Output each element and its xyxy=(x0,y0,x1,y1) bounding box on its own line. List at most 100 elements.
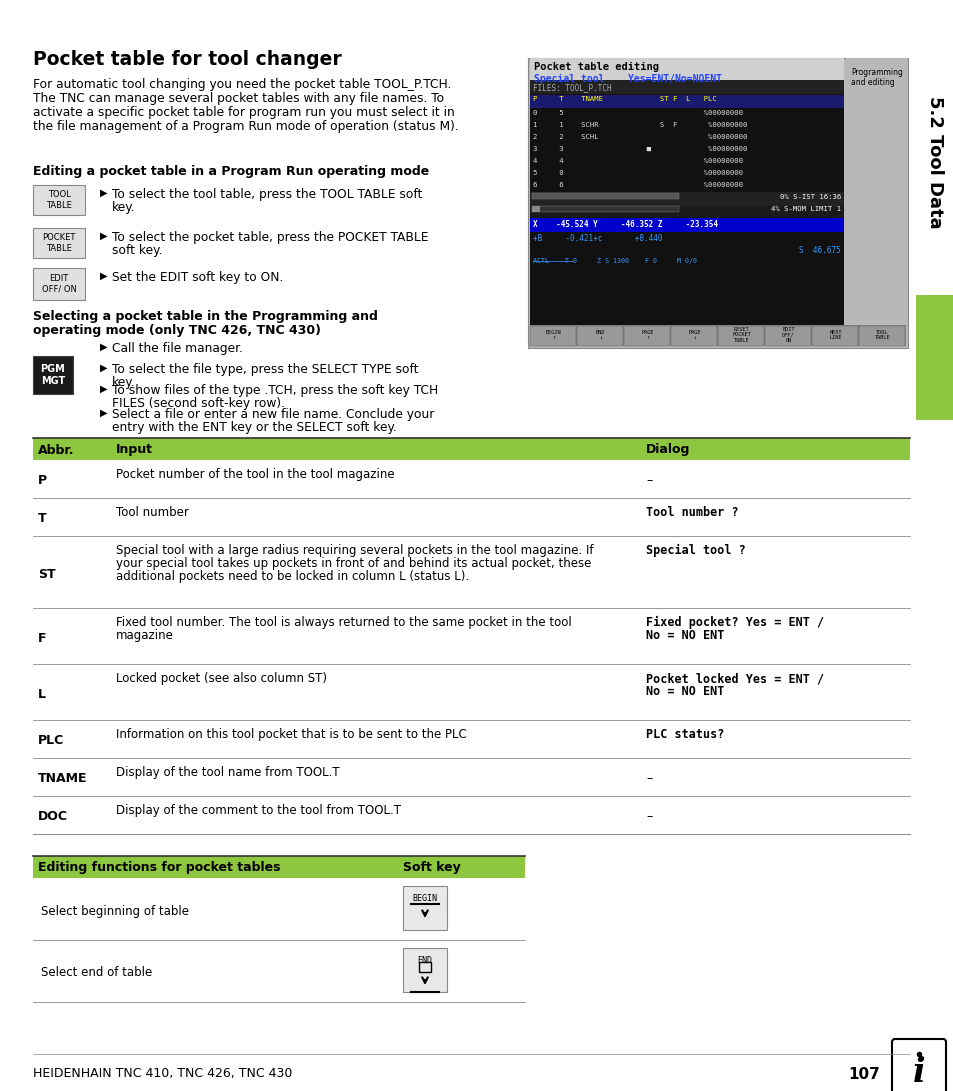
Text: Programming
and editing: Programming and editing xyxy=(850,68,902,87)
Bar xyxy=(33,268,85,300)
Text: For automatic tool changing you need the pocket table TOOL_P.TCH.: For automatic tool changing you need the… xyxy=(33,77,451,91)
Text: PGM
MGT: PGM MGT xyxy=(41,364,66,386)
Text: Tool number: Tool number xyxy=(116,506,189,519)
Bar xyxy=(530,218,843,232)
Text: PLC status?: PLC status? xyxy=(645,728,723,741)
Text: Information on this tool pocket that is to be sent to the PLC: Information on this tool pocket that is … xyxy=(116,728,466,741)
Text: magazine: magazine xyxy=(116,630,173,642)
Text: Fixed tool number. The tool is always returned to the same pocket in the tool: Fixed tool number. The tool is always re… xyxy=(116,616,571,630)
Bar xyxy=(764,326,811,346)
Text: TNAME: TNAME xyxy=(38,772,88,786)
Text: TOOL
TABLE: TOOL TABLE xyxy=(46,190,71,209)
Text: NEXT
LINE: NEXT LINE xyxy=(828,329,841,340)
Text: entry with the ENT key or the SELECT soft key.: entry with the ENT key or the SELECT sof… xyxy=(112,421,396,434)
Text: PAGE
↓: PAGE ↓ xyxy=(687,329,700,340)
Text: –: – xyxy=(645,772,652,786)
Bar xyxy=(845,58,907,348)
Text: ▶: ▶ xyxy=(100,341,108,352)
Text: Set the EDIT soft key to ON.: Set the EDIT soft key to ON. xyxy=(112,271,283,284)
Text: L: L xyxy=(38,687,46,700)
Text: Select a file or enter a new file name. Conclude your: Select a file or enter a new file name. … xyxy=(112,408,434,421)
Text: the file management of a Program Run mode of operation (status M).: the file management of a Program Run mod… xyxy=(33,120,458,133)
Text: Dialog: Dialog xyxy=(645,444,690,456)
Text: Display of the tool name from TOOL.T: Display of the tool name from TOOL.T xyxy=(116,766,339,779)
Text: –: – xyxy=(645,475,652,488)
Bar xyxy=(671,326,717,346)
Text: HEIDENHAIN TNC 410, TNC 426, TNC 430: HEIDENHAIN TNC 410, TNC 426, TNC 430 xyxy=(33,1067,292,1080)
Text: key.: key. xyxy=(112,376,135,389)
Bar xyxy=(402,948,447,992)
Text: Editing functions for pocket tables: Editing functions for pocket tables xyxy=(38,862,280,875)
Text: ▶: ▶ xyxy=(100,231,108,241)
Text: 107: 107 xyxy=(847,1067,879,1082)
Bar xyxy=(530,192,843,206)
Text: T: T xyxy=(38,513,47,526)
Text: key.: key. xyxy=(112,201,135,214)
Bar xyxy=(718,326,763,346)
Bar xyxy=(33,356,73,394)
Text: Special tool ?: Special tool ? xyxy=(645,544,745,558)
Text: EDIT
OFF/
ON: EDIT OFF/ ON xyxy=(781,326,794,344)
Text: No = NO ENT: No = NO ENT xyxy=(645,685,723,698)
Bar xyxy=(532,206,539,212)
Text: +B     -0.421+c       +8.440: +B -0.421+c +8.440 xyxy=(533,233,661,243)
Text: Abbr.: Abbr. xyxy=(38,444,74,456)
Text: Tool number ?: Tool number ? xyxy=(645,506,738,519)
Text: END: END xyxy=(417,956,432,966)
Text: Locked pocket (see also column ST): Locked pocket (see also column ST) xyxy=(116,672,327,685)
Bar xyxy=(859,326,904,346)
Text: FILES: TOOL_P.TCH: FILES: TOOL_P.TCH xyxy=(533,83,611,92)
Text: Input: Input xyxy=(116,444,152,456)
Text: soft key.: soft key. xyxy=(112,244,162,257)
Text: BEGIN: BEGIN xyxy=(412,894,437,903)
Bar xyxy=(532,206,679,212)
Text: RESET
POCKET
TABLE: RESET POCKET TABLE xyxy=(731,326,750,344)
Bar xyxy=(530,80,843,94)
Text: FILES (second soft-key row).: FILES (second soft-key row). xyxy=(112,397,285,410)
Bar xyxy=(532,193,679,199)
Text: 5     0                                %00000000: 5 0 %00000000 xyxy=(533,170,742,176)
Text: Pocket locked Yes = ENT /: Pocket locked Yes = ENT / xyxy=(645,672,823,685)
Text: 1     1    SCHR              S  F       %00000000: 1 1 SCHR S F %00000000 xyxy=(533,122,746,128)
Text: –: – xyxy=(645,811,652,824)
Bar xyxy=(530,58,843,80)
Text: P     T    TNAME             ST F  L   PLC: P T TNAME ST F L PLC xyxy=(533,96,716,101)
Text: 4     4                                %00000000: 4 4 %00000000 xyxy=(533,158,742,164)
Bar xyxy=(418,962,431,972)
Text: Special tool    Yes=ENT/No=NOENT: Special tool Yes=ENT/No=NOENT xyxy=(534,74,721,84)
Bar xyxy=(577,326,623,346)
Bar xyxy=(624,326,670,346)
Text: DOC: DOC xyxy=(38,811,68,824)
Text: ▶: ▶ xyxy=(100,363,108,373)
Text: ST: ST xyxy=(38,567,55,580)
Bar xyxy=(530,95,843,108)
Text: your special tool takes up pockets in front of and behind its actual pocket, the: your special tool takes up pockets in fr… xyxy=(116,558,591,570)
Bar xyxy=(915,295,953,420)
Bar xyxy=(530,80,843,325)
Bar xyxy=(33,228,85,257)
Text: 4% S-MOM LIMIT 1: 4% S-MOM LIMIT 1 xyxy=(770,206,841,212)
Text: To show files of the type .TCH, press the soft key TCH: To show files of the type .TCH, press th… xyxy=(112,384,437,397)
Text: 0% S-IST 16:36: 0% S-IST 16:36 xyxy=(779,194,841,200)
Text: Soft key: Soft key xyxy=(402,862,460,875)
Text: The TNC can manage several pocket tables with any file names. To: The TNC can manage several pocket tables… xyxy=(33,92,444,105)
Text: Selecting a pocket table in the Programming and: Selecting a pocket table in the Programm… xyxy=(33,310,377,323)
Bar xyxy=(530,325,905,346)
Text: ▶: ▶ xyxy=(100,408,108,418)
Bar xyxy=(530,326,576,346)
Bar xyxy=(33,185,85,215)
Text: additional pockets need to be locked in column L (status L).: additional pockets need to be locked in … xyxy=(116,570,469,583)
Text: X    -45.524 Y     -46.352 Z     -23.354: X -45.524 Y -46.352 Z -23.354 xyxy=(533,220,718,229)
Bar xyxy=(33,437,909,460)
Text: PLC: PLC xyxy=(38,734,64,747)
Text: To select the file type, press the SELECT TYPE soft: To select the file type, press the SELEC… xyxy=(112,363,418,376)
Text: Select end of table: Select end of table xyxy=(41,967,152,980)
Text: Call the file manager.: Call the file manager. xyxy=(112,341,243,355)
Text: ▶: ▶ xyxy=(100,384,108,394)
Text: ▶: ▶ xyxy=(100,188,108,197)
Text: Pocket number of the tool in the tool magazine: Pocket number of the tool in the tool ma… xyxy=(116,468,395,481)
Text: P: P xyxy=(38,475,47,488)
Text: ▶: ▶ xyxy=(100,271,108,281)
Text: Display of the comment to the tool from TOOL.T: Display of the comment to the tool from … xyxy=(116,804,400,817)
Text: ACTL    T 0     Z S 1300    F 0     M 0/0: ACTL T 0 Z S 1300 F 0 M 0/0 xyxy=(533,257,697,264)
